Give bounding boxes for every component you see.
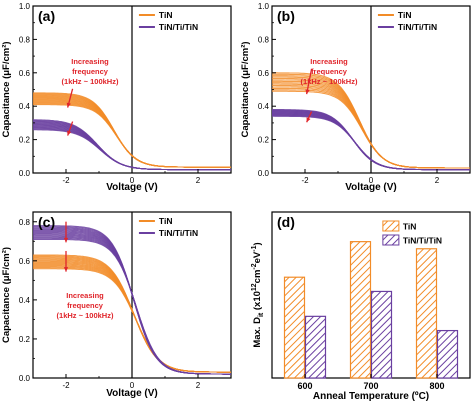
x-axis-label: Anneal Temperature (ºC) <box>313 391 429 402</box>
y-axis-label-part: (x10 <box>252 291 263 313</box>
annotation-text: Increasing <box>71 57 109 66</box>
panel-label: (c) <box>38 214 55 230</box>
cv-curve <box>272 90 470 169</box>
x-tick-label: 0 <box>369 176 374 185</box>
y-axis-label-part: 12 <box>251 283 258 291</box>
legend-entry: TiN <box>159 10 173 20</box>
x-tick-label: 700 <box>363 381 378 391</box>
bar-tin-600 <box>283 276 306 379</box>
annotation-arrowhead <box>63 237 69 243</box>
annotation-text: frequency <box>67 301 104 310</box>
y-tick-label: 0.4 <box>19 296 31 305</box>
y-axis-label-part: Max. D <box>252 317 263 348</box>
legend-swatch <box>382 234 400 246</box>
legend-entry: TiN/Ti/TiN <box>398 22 437 32</box>
y-tick-label: 0.0 <box>19 374 31 383</box>
y-axis-label-part: eV <box>252 251 263 263</box>
legend-entry: TiN/Ti/TiN <box>159 228 198 238</box>
annotation-arrowhead <box>66 102 71 108</box>
y-tick-label: 1.0 <box>19 2 31 11</box>
x-tick-label: 2 <box>196 176 201 185</box>
y-tick-label: 0.2 <box>19 136 31 145</box>
annotation-arrowhead <box>67 130 72 136</box>
x-tick-label: 2 <box>196 381 201 390</box>
y-tick-label: 0.8 <box>19 35 31 44</box>
x-axis-label: Voltage (V) <box>345 182 396 193</box>
legend-entry: TiN <box>398 10 412 20</box>
y-tick-label: 0.8 <box>258 35 270 44</box>
series-tin <box>272 72 470 169</box>
bar-tintitin-600 <box>304 315 327 379</box>
y-tick-label: 0.4 <box>258 102 270 111</box>
y-tick-label: 0.6 <box>19 257 31 266</box>
legend-entry: TiN/Ti/TiN <box>159 22 198 32</box>
y-tick-label: 1.0 <box>258 2 270 11</box>
panel-a: 0.0 0.2 0.4 0.6 0.8 1.0 -2 0 2 Voltage (V) Capacit… <box>1 2 232 193</box>
y-tick-label: 0.8 <box>19 218 31 227</box>
panel-label: (a) <box>38 8 55 24</box>
bar-tintitin-700 <box>370 290 393 379</box>
panel-b: 0.0 0.2 0.4 0.6 0.8 1.0 -2 0 2 Voltage (V) Capacit… <box>240 2 471 193</box>
bar-tin-700 <box>349 241 372 379</box>
cv-curve <box>33 104 231 168</box>
y-tick-label: 0.0 <box>258 169 270 178</box>
y-tick-label: 0.2 <box>19 335 31 344</box>
y-axis-label: Capacitance (μF/cm²) <box>1 247 12 343</box>
annotation-arrowhead <box>306 117 311 123</box>
x-axis-label: Voltage (V) <box>106 388 157 399</box>
x-tick-label: -2 <box>62 176 70 185</box>
legend-entry: TiN <box>403 222 417 232</box>
y-axis-label: Max. Dit (x1012cm-2eV-1) <box>251 242 265 347</box>
x-tick-label: 800 <box>429 381 444 391</box>
legend-entry: TiN/Ti/TiN <box>403 236 442 246</box>
annotation-text: (1kHz ~ 100kHz) <box>57 311 114 320</box>
y-axis-label-part: it <box>258 312 265 317</box>
annotation-text: Increasing <box>310 57 348 66</box>
y-tick-label: 0.0 <box>19 169 31 178</box>
y-axis-label-part: -1 <box>251 245 258 251</box>
x-tick-label: 600 <box>297 381 312 391</box>
annotation-text: (1kHz ~ 100kHz) <box>301 77 358 86</box>
x-tick-label: 0 <box>130 176 135 185</box>
series-tin <box>33 92 231 168</box>
y-tick-label: 0.2 <box>258 136 270 145</box>
x-tick-label: -2 <box>301 176 309 185</box>
legend-entry: TiN <box>159 216 173 226</box>
panel-label: (d) <box>277 214 295 230</box>
bar-tintitin-800 <box>436 329 459 379</box>
bar-tin-800 <box>415 248 438 379</box>
y-tick-label: 0.4 <box>19 102 31 111</box>
legend-swatch <box>382 220 400 232</box>
x-tick-label: -2 <box>62 381 70 390</box>
y-tick-label: 0.6 <box>19 69 31 78</box>
y-axis-label-part: -2 <box>251 263 258 269</box>
x-tick-label: 2 <box>435 176 440 185</box>
panel-c: 0.0 0.2 0.4 0.6 0.8 -2 0 2 Voltage (V) Capacitanc… <box>1 211 232 399</box>
annotation-text: (1kHz ~ 100kHz) <box>62 77 119 86</box>
annotation-arrowhead <box>305 89 310 95</box>
annotation-text: frequency <box>72 67 109 76</box>
panel-label: (b) <box>277 8 295 24</box>
annotation-text: Increasing <box>66 291 104 300</box>
y-axis-label: Capacitance (μF/cm²) <box>240 41 251 137</box>
y-axis-label-part: ) <box>252 242 263 245</box>
annotation-arrowhead <box>63 267 69 272</box>
x-axis-label: Voltage (V) <box>106 182 157 193</box>
y-tick-label: 0.6 <box>258 69 270 78</box>
x-tick-label: 0 <box>130 381 135 390</box>
annotation-text: frequency <box>311 67 348 76</box>
y-axis-label: Capacitance (μF/cm²) <box>1 41 12 137</box>
y-axis-label-part: cm <box>252 270 263 284</box>
